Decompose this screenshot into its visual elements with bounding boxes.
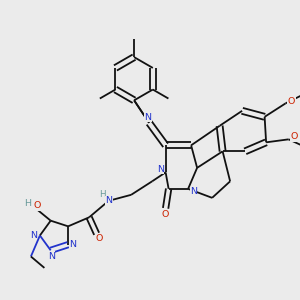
- Text: O: O: [96, 234, 103, 243]
- Text: N: N: [48, 252, 55, 261]
- Text: N: N: [190, 187, 197, 196]
- Text: H: H: [99, 190, 105, 199]
- Text: N: N: [105, 196, 112, 205]
- Text: N: N: [144, 113, 151, 122]
- Text: N: N: [69, 240, 76, 249]
- Text: O: O: [291, 132, 298, 141]
- Text: H: H: [24, 199, 31, 208]
- Text: N: N: [30, 231, 37, 240]
- Text: O: O: [288, 97, 295, 106]
- Text: O: O: [34, 201, 41, 210]
- Text: O: O: [162, 210, 169, 219]
- Text: N: N: [157, 165, 164, 174]
